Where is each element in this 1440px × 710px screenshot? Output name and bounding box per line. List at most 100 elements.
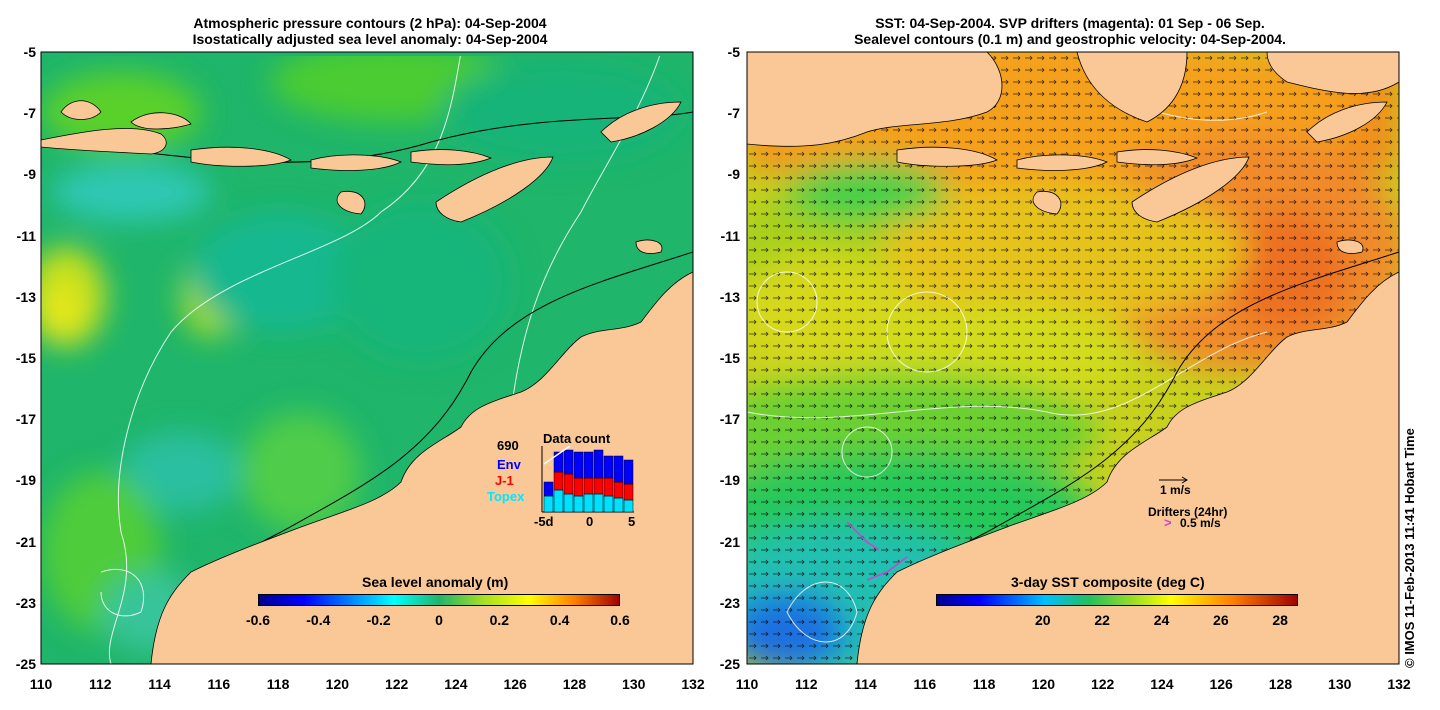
right-x-tick-0: 110 <box>735 676 759 692</box>
left-x-tick-6: 122 <box>384 676 409 692</box>
left-colorbar-tick-6: 0.6 <box>610 612 630 628</box>
right-y-tick-10: -25 <box>719 656 740 672</box>
data-count-bar-j1-3 <box>573 477 584 497</box>
right-title-line2: Sealevel contours (0.1 m) and geostrophi… <box>854 31 1286 47</box>
data-count-title: Data count <box>543 431 611 446</box>
left-x-tick-2: 114 <box>148 676 171 692</box>
data-count-legend-j1: J-1 <box>495 473 514 488</box>
drifter-symbol: > <box>1164 515 1172 530</box>
data-count-legend-env: Env <box>497 457 521 472</box>
data-count-bar-env-8 <box>623 459 634 485</box>
right-y-tick-1: -7 <box>727 105 740 122</box>
data-count-bar-j1-7 <box>613 481 624 499</box>
left-y-tick-10: -25 <box>15 656 36 672</box>
left-colorbar-tick-1: -0.4 <box>306 612 331 628</box>
right-y-tick-3: -11 <box>720 227 740 244</box>
right-y-tick-6: -17 <box>719 411 740 428</box>
data-count-legend-topex: Topex <box>487 489 525 504</box>
data-count-bar-env-2 <box>563 449 574 475</box>
left-x-tick-11: 132 <box>681 676 705 692</box>
left-x-tick-7: 124 <box>444 676 468 692</box>
data-count-bar-topex-0 <box>543 495 554 513</box>
data-count-bar-j1-4 <box>583 477 594 495</box>
credit-text: © IMOS 11-Feb-2013 11:41 Hobart Time <box>1402 428 1417 668</box>
right-y-tick-4: -13 <box>719 288 740 305</box>
data-count-bar-env-6 <box>603 455 614 479</box>
left-y-tick-9: -23 <box>15 594 36 611</box>
left-y-tick-7: -19 <box>15 472 36 489</box>
right-x-tick-7: 124 <box>1150 676 1174 692</box>
data-count-bar-topex-2 <box>563 493 574 513</box>
data-count-bar-topex-4 <box>583 493 594 513</box>
left-colorbar-tick-5: 0.4 <box>549 612 570 628</box>
data-count-total: 690 <box>497 438 519 453</box>
data-count-bar-env-4 <box>583 451 594 479</box>
data-count-bar-env-0 <box>543 481 554 497</box>
right-x-tick-2: 114 <box>854 676 877 692</box>
left-colorbar-tick-3: 0 <box>435 612 443 628</box>
data-count-bar-topex-8 <box>623 499 634 513</box>
right-x-tick-1: 112 <box>794 676 818 692</box>
left-y-tick-5: -15 <box>15 350 36 366</box>
right-x-tick-9: 128 <box>1268 676 1293 692</box>
data-count-bar-topex-3 <box>573 495 584 513</box>
data-count-bar-env-1 <box>553 451 564 473</box>
right-x-tick-3: 116 <box>913 676 937 692</box>
data-count-bar-topex-6 <box>603 495 614 513</box>
left-colorbar-tick-2: -0.2 <box>366 612 391 628</box>
left-colorbar-label: Sea level anomaly (m) <box>362 574 509 590</box>
data-count-bar-topex-5 <box>593 493 604 513</box>
right-title-line1: SST: 04-Sep-2004. SVP drifters (magenta)… <box>875 15 1265 31</box>
right-colorbar-tick-1: 22 <box>1094 612 1110 628</box>
left-x-tick-8: 126 <box>503 676 527 692</box>
right-colorbar-tick-2: 24 <box>1153 612 1170 628</box>
data-count-bar-j1-2 <box>563 473 574 495</box>
left-y-tick-3: -11 <box>16 227 36 244</box>
left-x-tick-0: 110 <box>29 676 53 692</box>
data-count-xtick-neg: -5d <box>534 514 554 529</box>
left-x-tick-10: 130 <box>622 676 646 692</box>
right-colorbar-tick-4: 28 <box>1272 612 1288 628</box>
right-y-tick-7: -19 <box>719 472 740 489</box>
left-colorbar <box>258 594 620 606</box>
data-count-bar-j1-1 <box>553 471 564 491</box>
left-y-tick-4: -13 <box>15 288 36 305</box>
velocity-scale-label: 1 m/s <box>1160 483 1191 497</box>
left-colorbar-tick-0: -0.6 <box>245 612 271 628</box>
drifter-speed: 0.5 m/s <box>1180 516 1221 530</box>
right-map <box>747 52 1399 664</box>
data-count-xtick-pos: 5 <box>628 514 636 529</box>
right-colorbar-label: 3-day SST composite (deg C) <box>1011 574 1205 590</box>
left-x-tick-9: 128 <box>562 676 587 692</box>
right-colorbar <box>936 594 1298 606</box>
data-count-chart <box>541 446 634 513</box>
left-title-line2: Isostatically adjusted sea level anomaly… <box>192 31 548 47</box>
right-colorbar-tick-0: 20 <box>1035 612 1051 628</box>
right-colorbar-tick-3: 26 <box>1213 612 1229 628</box>
right-x-tick-5: 120 <box>1031 676 1056 692</box>
left-x-tick-1: 112 <box>88 676 112 692</box>
left-x-tick-3: 116 <box>207 676 231 692</box>
right-y-tick-5: -15 <box>719 350 740 366</box>
left-y-tick-8: -21 <box>15 533 36 550</box>
right-y-tick-2: -9 <box>727 166 740 183</box>
data-count-bar-topex-1 <box>553 489 564 513</box>
right-y-tick-8: -21 <box>719 533 740 550</box>
data-count-bar-j1-8 <box>623 483 634 501</box>
left-colorbar-tick-4: 0.2 <box>489 612 510 628</box>
right-y-tick-0: -5 <box>727 44 740 60</box>
right-x-tick-4: 118 <box>972 676 996 692</box>
right-x-tick-8: 126 <box>1209 676 1233 692</box>
data-count-xtick-zero: 0 <box>586 514 594 529</box>
data-count-bar-j1-5 <box>593 477 604 495</box>
left-x-tick-5: 120 <box>325 676 350 692</box>
right-y-tick-9: -23 <box>719 594 740 611</box>
data-count-bar-topex-7 <box>613 497 624 513</box>
data-count-bar-env-5 <box>593 449 604 479</box>
data-count-bar-env-3 <box>573 451 584 479</box>
left-title-line1: Atmospheric pressure contours (2 hPa): 0… <box>193 15 547 31</box>
left-y-tick-6: -17 <box>15 411 36 428</box>
right-x-tick-10: 130 <box>1328 676 1352 692</box>
left-y-tick-2: -9 <box>23 166 36 183</box>
left-map <box>41 52 693 664</box>
